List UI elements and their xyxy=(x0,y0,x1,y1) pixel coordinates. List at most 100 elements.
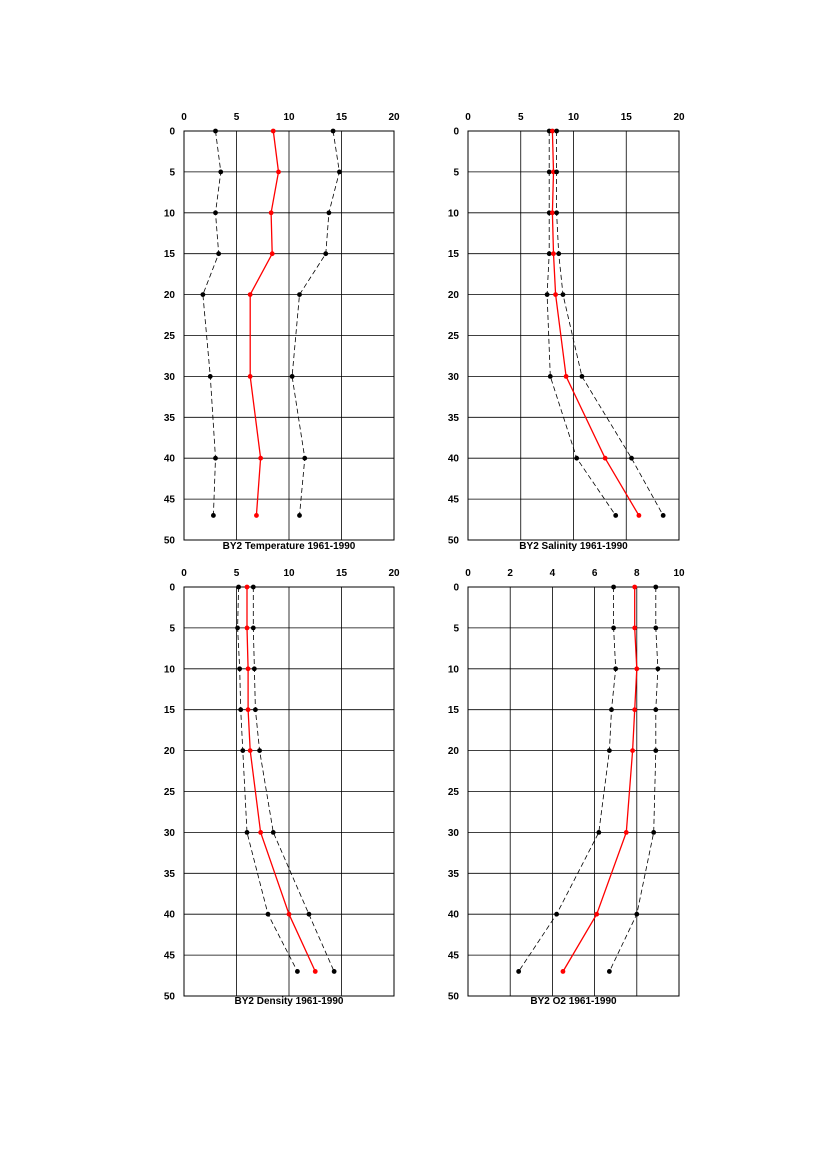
data-point-max xyxy=(289,374,295,379)
x-tick-label: 15 xyxy=(621,112,633,123)
data-point-mean xyxy=(550,128,555,134)
series-line-mean xyxy=(551,130,640,516)
chart-title: BY2 Temperature 1961-1990 xyxy=(223,541,356,552)
x-tick-label: 8 xyxy=(634,568,640,579)
data-point-max xyxy=(653,707,659,713)
data-point-mean xyxy=(630,748,635,753)
plot-area-frame xyxy=(183,586,395,997)
y-tick-label: 40 xyxy=(164,454,176,465)
y-tick-label: 5 xyxy=(453,167,459,178)
x-tick-label: 10 xyxy=(568,112,580,123)
data-point-max xyxy=(651,830,657,835)
data-point-max xyxy=(634,911,640,917)
data-point-max xyxy=(653,625,659,631)
x-tick-label: 0 xyxy=(465,568,471,579)
x-tick-label: 15 xyxy=(336,112,348,123)
y-tick-label: 25 xyxy=(164,331,176,342)
chart-title: BY2 O2 1961-1990 xyxy=(530,996,617,1007)
x-tick-label: 10 xyxy=(283,568,295,579)
y-tick-label: 35 xyxy=(164,413,176,424)
x-tick-label: 20 xyxy=(388,112,400,123)
y-tick-label: 30 xyxy=(164,828,176,839)
data-point-min xyxy=(236,584,242,590)
data-point-max xyxy=(660,513,666,518)
y-tick-label: 15 xyxy=(448,705,460,716)
y-tick-label: 25 xyxy=(164,787,176,798)
data-point-min xyxy=(207,374,213,379)
data-point-min xyxy=(609,707,614,713)
data-point-mean xyxy=(632,707,638,713)
y-tick-label: 5 xyxy=(453,623,459,634)
data-point-mean xyxy=(270,128,276,134)
series-line-min xyxy=(202,130,222,516)
data-point-mean xyxy=(632,625,638,631)
y-tick-label: 30 xyxy=(448,828,460,839)
data-point-min xyxy=(546,251,552,257)
y-tick-label: 50 xyxy=(164,992,176,1003)
y-tick-label: 30 xyxy=(164,372,176,383)
data-point-mean xyxy=(623,830,629,835)
x-tick-label: 0 xyxy=(465,112,471,123)
x-tick-label: 2 xyxy=(507,568,513,579)
y-tick-label: 35 xyxy=(448,869,460,880)
x-tick-label: 6 xyxy=(592,568,598,579)
data-point-mean xyxy=(247,748,253,753)
y-tick-label: 45 xyxy=(448,951,460,962)
data-point-mean xyxy=(550,210,555,216)
data-point-min xyxy=(238,707,244,713)
data-point-mean xyxy=(563,374,569,379)
data-point-mean xyxy=(636,513,642,518)
data-point-max xyxy=(337,169,342,175)
series-line-mean xyxy=(562,587,638,972)
y-tick-label: 5 xyxy=(169,623,175,634)
y-tick-label: 25 xyxy=(448,331,460,342)
data-point-max xyxy=(554,128,560,134)
data-point-max xyxy=(253,707,258,713)
y-tick-label: 45 xyxy=(164,495,176,506)
plot-area-frame xyxy=(467,130,680,541)
data-point-max xyxy=(302,455,308,461)
data-point-max xyxy=(251,666,257,672)
data-point-mean xyxy=(247,292,253,297)
data-point-min xyxy=(216,251,222,257)
data-point-max xyxy=(330,128,336,134)
data-point-max xyxy=(257,748,262,753)
data-point-min xyxy=(213,210,218,216)
plot-area-frame xyxy=(183,130,395,541)
data-point-min xyxy=(606,748,612,753)
y-tick-label: 10 xyxy=(448,208,460,219)
data-point-mean xyxy=(286,911,292,917)
y-tick-label: 20 xyxy=(164,290,176,301)
data-point-min xyxy=(211,513,216,518)
y-tick-label: 30 xyxy=(448,372,460,383)
series-line-max xyxy=(252,587,335,972)
data-point-min xyxy=(213,455,218,461)
y-tick-label: 0 xyxy=(453,583,459,594)
x-tick-label: 15 xyxy=(336,568,348,579)
y-tick-label: 15 xyxy=(448,249,460,260)
x-tick-label: 5 xyxy=(518,112,524,123)
y-tick-label: 40 xyxy=(164,910,176,921)
data-point-mean xyxy=(312,969,318,974)
chart-panel-1: 0 5 10 15 20 25 30 35 40 45 50 0 5 10 15 20 BY2 Temperat… xyxy=(164,112,400,552)
data-point-mean xyxy=(258,455,264,461)
y-tick-label: 0 xyxy=(169,583,175,594)
y-tick-label: 10 xyxy=(164,664,176,675)
y-tick-label: 40 xyxy=(448,454,460,465)
data-point-max xyxy=(653,584,659,590)
y-tick-label: 45 xyxy=(164,951,176,962)
data-point-min xyxy=(244,830,250,835)
data-point-max xyxy=(250,584,256,590)
y-tick-label: 50 xyxy=(448,536,460,547)
data-point-mean xyxy=(244,625,250,631)
data-point-min xyxy=(613,513,619,518)
x-tick-label: 5 xyxy=(234,112,240,123)
data-point-min xyxy=(546,169,552,175)
y-tick-label: 10 xyxy=(448,664,460,675)
y-tick-label: 35 xyxy=(164,869,176,880)
data-point-mean xyxy=(254,513,259,518)
data-point-max xyxy=(554,169,560,175)
data-point-mean xyxy=(594,911,600,917)
data-point-mean xyxy=(269,251,275,257)
x-tick-label: 5 xyxy=(234,568,240,579)
